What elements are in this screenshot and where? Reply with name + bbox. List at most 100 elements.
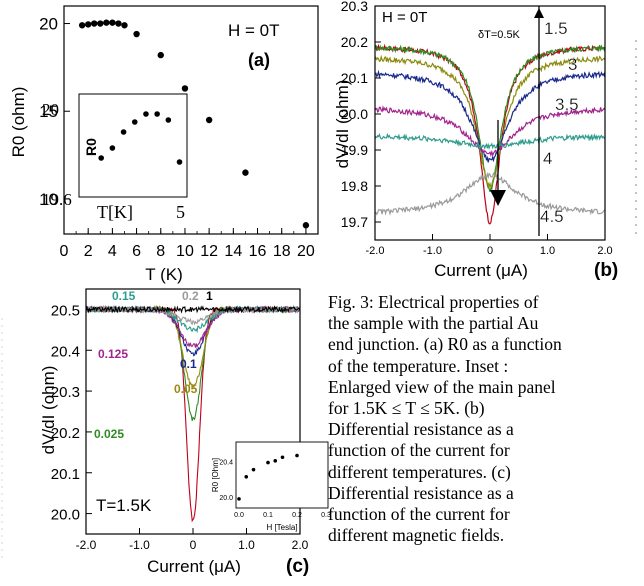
panel-c-inset-points bbox=[237, 453, 299, 501]
panel-c-y-tick-label: 20.2 bbox=[51, 425, 80, 442]
panel-a-inset-point bbox=[176, 159, 183, 165]
panel-c-y-tick-label: 20.4 bbox=[51, 343, 80, 360]
panel-b-curve-label: 1.5 bbox=[544, 19, 568, 38]
panel-a-point bbox=[181, 85, 189, 92]
panel-a-inset-point bbox=[120, 129, 127, 135]
panel-a-point bbox=[302, 222, 310, 229]
panel-a-x-ticks: 0 2 4 6 8 10 12 14 16 18 20 bbox=[60, 228, 319, 260]
panel-c-inset-x-tick-label: 0.1 bbox=[263, 512, 273, 519]
panel-c-x-tick-label: -1.0 bbox=[129, 538, 150, 552]
panel-c-curve-labels: 0.15 0.2 1 0.125 0.1 0.05 0.025 bbox=[94, 289, 213, 441]
panel-a-point bbox=[115, 20, 122, 27]
panel-a-x-tick-label: 0 bbox=[60, 243, 69, 260]
caption-line: Fig. 3: Electrical properties of bbox=[328, 292, 539, 312]
panel-b-label: (b) bbox=[594, 260, 618, 281]
panel-c-inset-y-ticks: 20.0 20.4 bbox=[219, 460, 233, 502]
panel-c-annotation: T=1.5K bbox=[96, 496, 152, 515]
panel-b-y-ticks: 19.7 19.8 19.9 20.0 20.1 20.2 20.3 bbox=[341, 0, 381, 230]
panel-c-inset-x-tick-label: 0.0 bbox=[234, 512, 244, 519]
panel-a-point bbox=[157, 51, 164, 59]
panel-c-curve-label: 0.1 bbox=[180, 357, 197, 371]
panel-a-x-tick-label: 4 bbox=[108, 243, 117, 260]
panel-b-delta-annotation: δT=0.5K bbox=[478, 29, 521, 41]
panel-b-series-line bbox=[374, 43, 606, 225]
panel-c-curve-label: 0.125 bbox=[98, 347, 128, 361]
panel-b-series-line bbox=[374, 171, 606, 216]
panel-c-inset-point bbox=[295, 453, 299, 458]
panel-a-inset-points bbox=[98, 111, 183, 165]
panel-c: -2.0 -1.0 0 1.0 2.0 20.0 20.1 20.2 20.3 20.4 20.5… bbox=[39, 288, 331, 577]
panel-b-series-line bbox=[374, 69, 606, 163]
panel-a-inset: 20 19.6 5 T[K] R0 bbox=[42, 93, 188, 222]
panel-a-inset-point bbox=[109, 145, 116, 151]
panel-b-y-tick-label: 20.1 bbox=[341, 70, 368, 86]
panel-b-x-tick-label: -1.0 bbox=[423, 245, 442, 257]
panel-b-y-tick-label: 19.8 bbox=[341, 178, 368, 194]
panel-a-inset-xtick: 5 bbox=[176, 202, 185, 222]
panel-b-series-line bbox=[374, 44, 606, 193]
panel-b-ylabel: dV/dI (ohm) bbox=[333, 80, 352, 169]
panel-c-ylabel: dV/dI (ohm) bbox=[39, 366, 58, 455]
panel-a-point bbox=[121, 22, 128, 29]
panel-a-frame bbox=[63, 5, 319, 235]
panel-c-inset-point bbox=[266, 460, 270, 465]
panel-a-y-tick-label: 10 bbox=[39, 190, 58, 209]
panel-b-x-tick-label: 0 bbox=[487, 245, 493, 257]
caption-line: end junction. (a) R0 as a function bbox=[328, 334, 562, 355]
panel-c-x-tick-label: 2.0 bbox=[292, 538, 309, 552]
caption-line: different magnetic fields. bbox=[328, 525, 505, 546]
panel-c-series bbox=[85, 304, 301, 523]
panel-b-curve-labels: 1.53 3.5 4 4.5 bbox=[540, 19, 579, 226]
caption-line: different temperatures. (c) bbox=[328, 461, 511, 482]
panel-a-point bbox=[97, 20, 104, 27]
panel-c-curve-label: 0.05 bbox=[174, 382, 198, 396]
panel-c-inset-y-tick-label: 20.0 bbox=[219, 495, 233, 502]
panel-b-series-line bbox=[374, 105, 606, 158]
panel-a-inset-point bbox=[165, 117, 172, 123]
panel-a-inset-point bbox=[143, 111, 149, 117]
panel-c-inset-point bbox=[237, 497, 241, 501]
panel-a-x-tick-label: 6 bbox=[132, 243, 141, 260]
panel-b-series-line bbox=[374, 132, 606, 151]
panel-c-inset-point bbox=[273, 459, 278, 463]
panel-c-inset-xlabel: H [Tesla] bbox=[266, 523, 297, 532]
panel-c-curve-label: 0.2 bbox=[182, 289, 199, 303]
panel-a-inset-point bbox=[154, 111, 160, 117]
panel-c-inset-point bbox=[251, 467, 256, 472]
panel-a-x-tick-label: 12 bbox=[200, 243, 218, 260]
panel-b-curve-label: 3 bbox=[568, 55, 577, 74]
panel-a-inset-frame bbox=[78, 93, 188, 198]
panel-a-x-tick-label: 20 bbox=[297, 243, 315, 260]
figure-caption: Fig. 3: Electrical properties of the samp… bbox=[328, 292, 644, 546]
panel-c-y-tick-label: 20.0 bbox=[51, 507, 80, 524]
panel-b-curve-label: 3.5 bbox=[555, 95, 579, 114]
panel-c-series-line bbox=[85, 305, 301, 314]
panel-a-y-tick-label: 20 bbox=[39, 15, 58, 34]
caption-line: Differential resistance as a bbox=[328, 482, 514, 503]
panel-c-inset-point bbox=[244, 474, 249, 479]
caption-line: function of the current for bbox=[328, 440, 510, 461]
panel-a-x-tick-label: 10 bbox=[176, 243, 194, 260]
panel-b: -2.0 -1.0 0 1.0 2.0 19.7 19.8 19.9 20.0 20.1 20.2… bbox=[333, 0, 618, 281]
panel-c-curve-label: 1 bbox=[206, 289, 213, 303]
panel-c-y-ticks: 20.0 20.1 20.2 20.3 20.4 20.5 bbox=[51, 302, 92, 524]
panel-c-y-tick-label: 20.5 bbox=[51, 302, 80, 319]
panel-b-series bbox=[374, 43, 606, 225]
panel-b-annotation: H = 0T bbox=[382, 9, 427, 26]
panel-c-inset-x-tick-label: 0.2 bbox=[292, 512, 302, 519]
panel-b-y-tick-label: 19.9 bbox=[341, 142, 368, 158]
panel-c-label: (c) bbox=[286, 556, 309, 577]
panel-a-inset-ytick-top: 20 bbox=[42, 100, 59, 119]
panel-b-series-line bbox=[374, 54, 606, 189]
panel-b-y-tick-label: 20.0 bbox=[341, 106, 368, 122]
panel-b-curve-label: 4.5 bbox=[540, 207, 564, 226]
panel-c-x-tick-label: 0 bbox=[190, 538, 197, 552]
caption-line: of the temperature. Inset : bbox=[328, 355, 509, 376]
panel-c-xlabel: Current (μA) bbox=[147, 557, 241, 576]
panel-b-y-tick-label: 20.3 bbox=[341, 0, 368, 14]
panel-b-up-arrowhead bbox=[534, 8, 544, 18]
panel-a-point bbox=[133, 30, 140, 38]
panel-a-xlabel: T (K) bbox=[145, 265, 182, 284]
